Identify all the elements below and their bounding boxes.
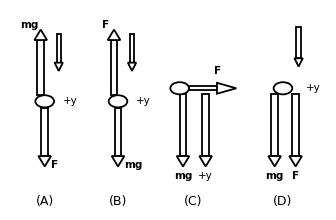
- Polygon shape: [130, 34, 134, 63]
- Polygon shape: [268, 156, 281, 167]
- Polygon shape: [271, 94, 278, 156]
- Text: F: F: [214, 66, 221, 76]
- Text: +y: +y: [306, 83, 320, 93]
- Polygon shape: [177, 156, 189, 167]
- Polygon shape: [296, 28, 301, 58]
- Polygon shape: [38, 156, 51, 167]
- Text: mg: mg: [174, 171, 192, 181]
- Text: mg: mg: [20, 20, 39, 30]
- Polygon shape: [54, 63, 63, 71]
- Text: (B): (B): [109, 195, 127, 208]
- Circle shape: [35, 95, 54, 107]
- Text: +y: +y: [63, 96, 78, 106]
- Text: (C): (C): [184, 195, 202, 208]
- Polygon shape: [41, 108, 48, 156]
- Polygon shape: [34, 30, 47, 40]
- Text: +y: +y: [198, 171, 213, 181]
- Circle shape: [109, 95, 127, 107]
- Text: (D): (D): [273, 195, 293, 208]
- Text: mg: mg: [124, 160, 142, 170]
- Circle shape: [274, 82, 292, 94]
- Polygon shape: [217, 83, 236, 94]
- Polygon shape: [37, 40, 44, 95]
- Polygon shape: [111, 40, 117, 95]
- Polygon shape: [292, 94, 299, 156]
- Circle shape: [170, 82, 189, 94]
- Polygon shape: [112, 156, 124, 167]
- Polygon shape: [189, 86, 217, 90]
- Polygon shape: [128, 63, 136, 71]
- Polygon shape: [294, 58, 303, 67]
- Text: +y: +y: [136, 96, 151, 106]
- Text: F: F: [292, 171, 299, 181]
- Polygon shape: [289, 156, 302, 167]
- Polygon shape: [180, 94, 186, 156]
- Text: F: F: [51, 160, 58, 170]
- Polygon shape: [108, 30, 120, 40]
- Text: mg: mg: [265, 171, 284, 181]
- Text: F: F: [102, 20, 109, 30]
- Polygon shape: [115, 108, 121, 156]
- Polygon shape: [199, 156, 212, 167]
- Polygon shape: [56, 34, 61, 63]
- Text: (A): (A): [36, 195, 54, 208]
- Polygon shape: [202, 94, 209, 156]
